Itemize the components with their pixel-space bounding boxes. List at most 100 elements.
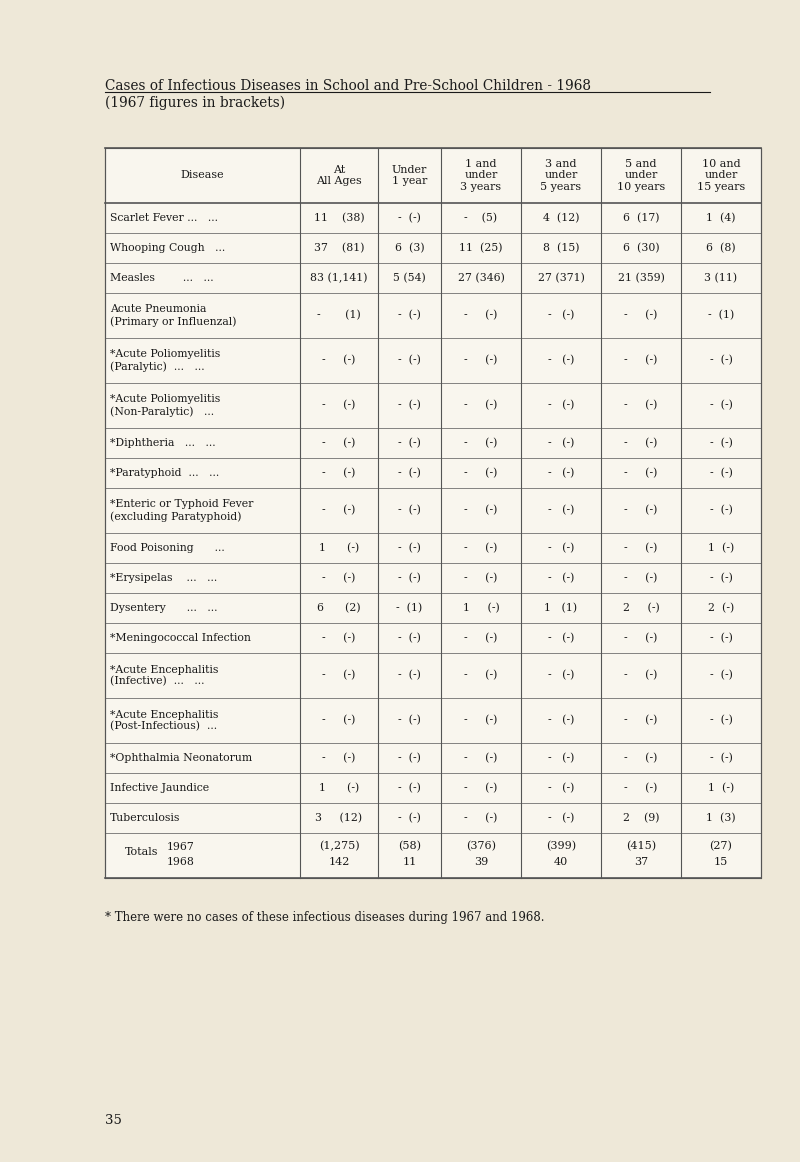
- Text: -     (-): - (-): [624, 468, 658, 478]
- Text: 35: 35: [105, 1113, 122, 1126]
- Text: -     (-): - (-): [464, 813, 498, 823]
- Text: (1967 figures in brackets): (1967 figures in brackets): [105, 95, 285, 110]
- Text: -  (-): - (-): [398, 813, 421, 823]
- Text: (58): (58): [398, 841, 421, 852]
- Text: -   (-): - (-): [548, 633, 574, 643]
- Text: -     (-): - (-): [322, 633, 356, 643]
- Text: 1967: 1967: [167, 841, 194, 852]
- Text: 11  (25): 11 (25): [459, 243, 502, 253]
- Text: 83 (1,141): 83 (1,141): [310, 273, 368, 284]
- Text: 8  (15): 8 (15): [542, 243, 579, 253]
- Text: Infective Jaundice: Infective Jaundice: [110, 783, 209, 792]
- Text: -  (-): - (-): [398, 670, 421, 681]
- Text: -     (-): - (-): [624, 310, 658, 321]
- Text: (1,275): (1,275): [318, 841, 359, 852]
- Text: -  (-): - (-): [398, 753, 421, 763]
- Text: *Enteric or Typhoid Fever
(excluding Paratyphoid): *Enteric or Typhoid Fever (excluding Par…: [110, 500, 254, 522]
- Text: -  (-): - (-): [398, 213, 421, 223]
- Text: 142: 142: [328, 858, 350, 867]
- Text: -     (-): - (-): [624, 356, 658, 366]
- Text: Disease: Disease: [181, 171, 224, 180]
- Text: -  (-): - (-): [398, 468, 421, 478]
- Text: (376): (376): [466, 841, 496, 852]
- Text: *Acute Poliomyelitis
(Paralytic)  ...   ...: *Acute Poliomyelitis (Paralytic) ... ...: [110, 350, 220, 372]
- Text: Dysentery      ...   ...: Dysentery ... ...: [110, 603, 218, 614]
- Text: -     (-): - (-): [464, 356, 498, 366]
- Text: Food Poisoning      ...: Food Poisoning ...: [110, 543, 225, 553]
- Text: Cases of Infectious Diseases in School and Pre-School Children - 1968: Cases of Infectious Diseases in School a…: [105, 79, 591, 93]
- Text: Whooping Cough   ...: Whooping Cough ...: [110, 243, 226, 253]
- Text: -  (-): - (-): [398, 783, 421, 794]
- Text: -  (-): - (-): [398, 716, 421, 725]
- Text: Measles        ...   ...: Measles ... ...: [110, 273, 214, 284]
- Text: -     (-): - (-): [322, 753, 356, 763]
- Text: 11: 11: [402, 858, 417, 867]
- Text: -     (-): - (-): [464, 716, 498, 725]
- Text: 6      (2): 6 (2): [317, 603, 361, 614]
- Text: -     (-): - (-): [624, 670, 658, 681]
- Text: 1  (-): 1 (-): [708, 783, 734, 794]
- Text: Totals: Totals: [125, 847, 158, 858]
- Text: -     (-): - (-): [624, 753, 658, 763]
- Text: 3 (11): 3 (11): [705, 273, 738, 284]
- Bar: [105, 148, 761, 878]
- Text: 1      (-): 1 (-): [319, 783, 359, 794]
- Text: -  (-): - (-): [398, 310, 421, 321]
- Text: -     (-): - (-): [464, 310, 498, 321]
- Text: 27 (346): 27 (346): [458, 273, 505, 284]
- Text: 39: 39: [474, 858, 488, 867]
- Text: 4  (12): 4 (12): [542, 213, 579, 223]
- Text: -     (-): - (-): [624, 438, 658, 449]
- Text: -     (-): - (-): [464, 670, 498, 681]
- Text: -   (-): - (-): [548, 401, 574, 410]
- Text: -  (-): - (-): [710, 468, 733, 478]
- Text: Under
1 year: Under 1 year: [392, 165, 427, 186]
- Text: -  (1): - (1): [708, 310, 734, 321]
- Text: -  (-): - (-): [710, 670, 733, 681]
- Text: -   (-): - (-): [548, 573, 574, 583]
- Text: -     (-): - (-): [322, 468, 356, 478]
- Text: -     (-): - (-): [624, 573, 658, 583]
- Text: 6  (3): 6 (3): [394, 243, 424, 253]
- Text: -     (-): - (-): [322, 573, 356, 583]
- Text: -     (-): - (-): [464, 543, 498, 553]
- Text: -  (-): - (-): [398, 543, 421, 553]
- Text: -  (-): - (-): [710, 438, 733, 449]
- Text: -   (-): - (-): [548, 783, 574, 794]
- Text: -   (-): - (-): [548, 813, 574, 823]
- Text: 5 (54): 5 (54): [393, 273, 426, 284]
- Text: 1     (-): 1 (-): [462, 603, 499, 614]
- Text: *Erysipelas    ...   ...: *Erysipelas ... ...: [110, 573, 218, 583]
- Text: -  (-): - (-): [710, 573, 733, 583]
- Text: -     (-): - (-): [624, 633, 658, 643]
- Text: 21 (359): 21 (359): [618, 273, 665, 284]
- Text: * There were no cases of these infectious diseases during 1967 and 1968.: * There were no cases of these infectiou…: [105, 911, 545, 925]
- Text: -     (-): - (-): [464, 783, 498, 794]
- Text: -  (-): - (-): [710, 505, 733, 516]
- Text: -   (-): - (-): [548, 753, 574, 763]
- Text: 1  (-): 1 (-): [708, 543, 734, 553]
- Text: -     (-): - (-): [322, 401, 356, 410]
- Text: -   (-): - (-): [548, 356, 574, 366]
- Text: Scarlet Fever ...   ...: Scarlet Fever ... ...: [110, 213, 218, 223]
- Text: -     (-): - (-): [464, 753, 498, 763]
- Text: 2     (-): 2 (-): [622, 603, 659, 614]
- Text: 5 and
under
10 years: 5 and under 10 years: [617, 159, 665, 192]
- Text: *Meningococcal Infection: *Meningococcal Infection: [110, 633, 251, 643]
- Text: 37    (81): 37 (81): [314, 243, 364, 253]
- Text: 3     (12): 3 (12): [315, 813, 362, 823]
- Text: -     (-): - (-): [322, 356, 356, 366]
- Text: Tuberculosis: Tuberculosis: [110, 813, 180, 823]
- Text: -  (-): - (-): [710, 716, 733, 725]
- Text: -  (-): - (-): [710, 633, 733, 643]
- Text: -     (-): - (-): [464, 401, 498, 410]
- Text: -  (-): - (-): [710, 753, 733, 763]
- Text: -     (-): - (-): [624, 716, 658, 725]
- Text: 1      (-): 1 (-): [319, 543, 359, 553]
- Text: -  (-): - (-): [398, 633, 421, 643]
- Text: *Acute Poliomyelitis
(Non-Paralytic)   ...: *Acute Poliomyelitis (Non-Paralytic) ...: [110, 394, 220, 417]
- Text: -   (-): - (-): [548, 716, 574, 725]
- Text: 6  (8): 6 (8): [706, 243, 736, 253]
- Text: -     (-): - (-): [322, 716, 356, 725]
- Text: (415): (415): [626, 841, 656, 852]
